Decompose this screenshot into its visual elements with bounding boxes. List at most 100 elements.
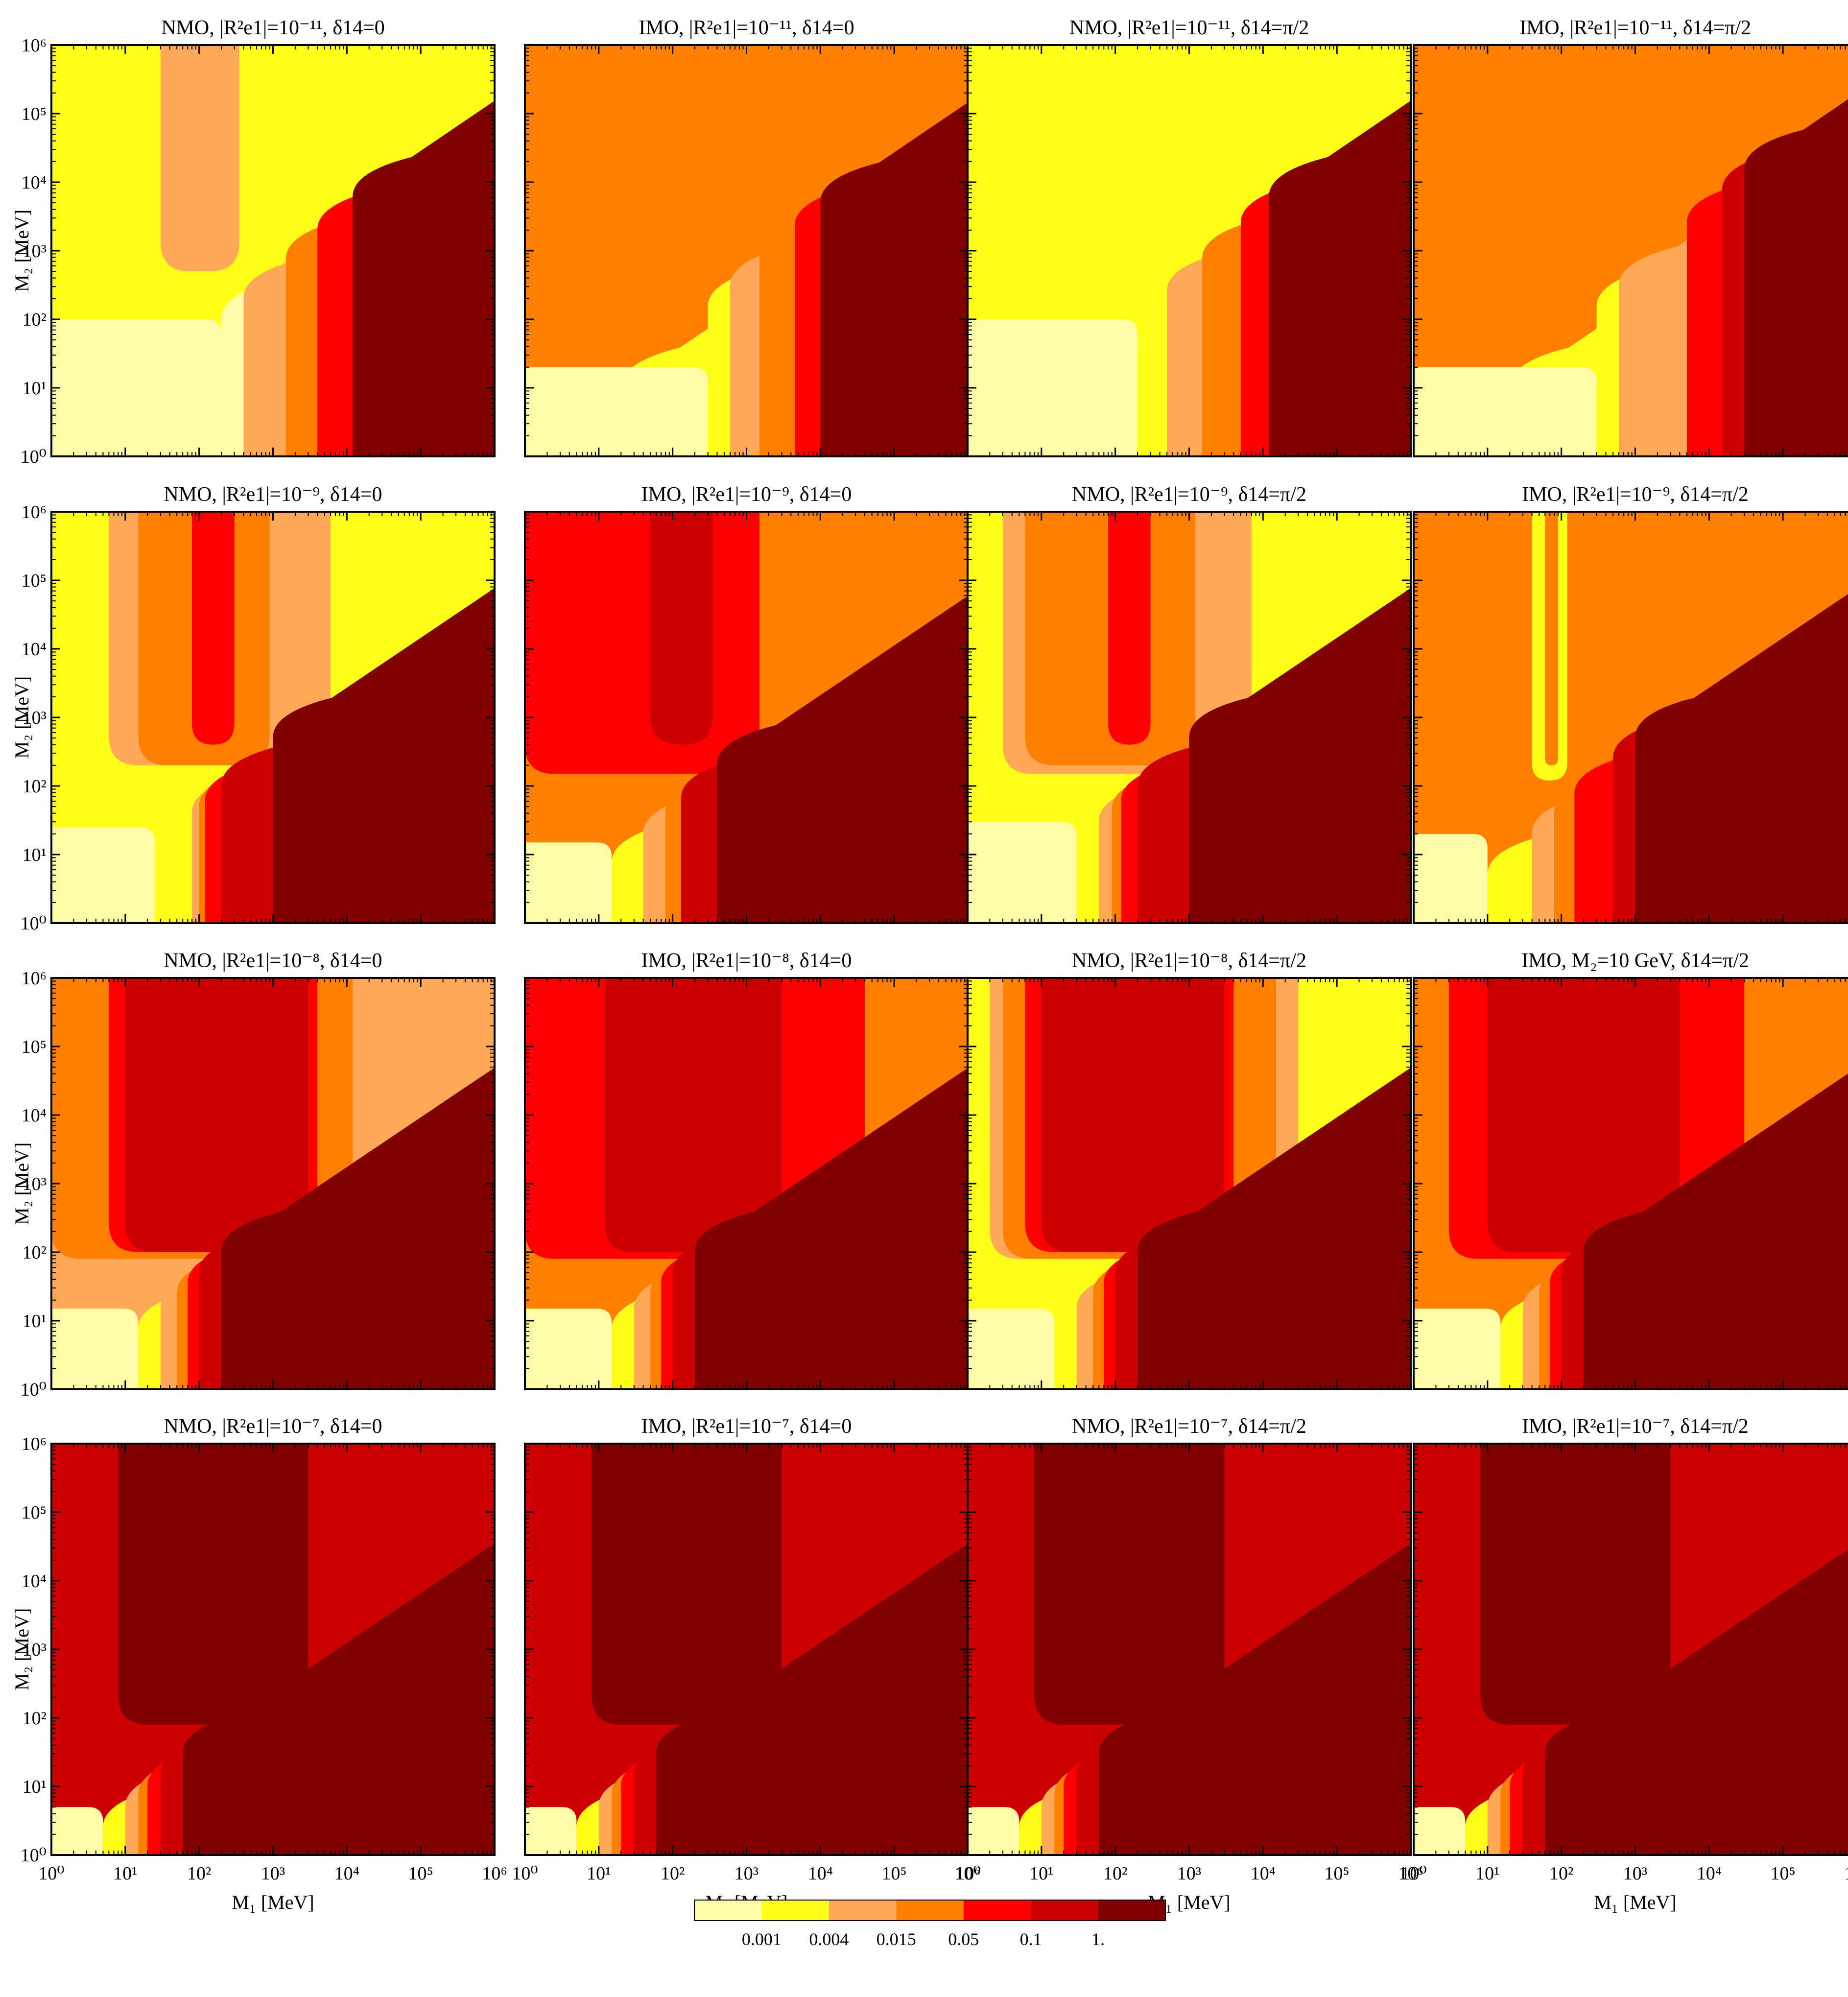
panel-title: NMO, |R²e1|=10⁻¹¹, δ14=π/2 [1069, 17, 1309, 39]
y-tick-label: 10⁰ [21, 447, 47, 467]
panel-r2c2: IMO, |R²e1|=10⁻⁹, δ14=0 [524, 483, 969, 924]
panel-title: NMO, |R²e1|=10⁻⁸, δ14=0 [164, 950, 382, 972]
colorbar-tick-label: 0.1 [1020, 1929, 1042, 1949]
heatmap-band [183, 1543, 495, 1855]
colorbar-swatch [761, 1900, 829, 1921]
colorbar-swatch [896, 1900, 964, 1921]
y-tick-label: 10⁴ [22, 639, 47, 660]
panel-title: NMO, |R²e1|=10⁻⁹, δ14=π/2 [1072, 483, 1306, 506]
panel-r2c3: NMO, |R²e1|=10⁻⁹, δ14=π/2 [967, 483, 1412, 924]
heatmap-corner [51, 1807, 103, 1855]
ticks [967, 511, 1412, 924]
heatmap-band [656, 1543, 968, 1855]
x-tick-label: 10² [1549, 1863, 1573, 1884]
heatmap-fill [1414, 512, 1848, 923]
colorbar-swatch [694, 1900, 762, 1921]
heatmap-fill [968, 512, 1411, 923]
y-tick-label: 10² [23, 1708, 47, 1729]
x-tick-label: 10⁶ [1844, 1863, 1848, 1884]
x-tick-label: 10⁰ [38, 1863, 64, 1884]
panel-title: IMO, |R²e1|=10⁻⁹, δ14=π/2 [1522, 483, 1749, 506]
x-tick-label: 10¹ [587, 1863, 611, 1884]
heatmap-lobe [650, 512, 713, 745]
y-tick-label: 10⁶ [22, 968, 47, 989]
heatmap-fill [968, 978, 1411, 1389]
heatmap-fill [1414, 45, 1848, 456]
x-axis-label: M₁ [MeV] [232, 1891, 314, 1913]
heatmap-corner [51, 319, 222, 456]
x-tick-label: 10² [661, 1863, 685, 1884]
x-tick-label: 10⁴ [1251, 1863, 1276, 1884]
heatmap-fill [51, 1444, 495, 1855]
heatmap-band [1099, 1543, 1411, 1855]
panel-r2c1: NMO, |R²e1|=10⁻⁹, δ14=0 10⁰ 10¹ 10² 10³ 10⁴ 10… [11, 483, 496, 934]
x-tick-label: 10² [187, 1863, 211, 1884]
heatmap-lobe [192, 512, 235, 745]
y-tick-label: 10³ [23, 1174, 47, 1194]
ticks [50, 511, 496, 924]
y-tick-label: 10⁵ [22, 1502, 47, 1523]
y-tick-label: 10⁰ [21, 913, 47, 934]
x-tick-label: 10³ [734, 1863, 758, 1884]
heatmap-corner [1414, 1308, 1501, 1389]
panel-r4c2: IMO, |R²e1|=10⁻⁷, δ14=0 10⁰ 10¹ 10² 10³ 10⁴ 10… [512, 1415, 980, 1913]
panel-r3c3: NMO, |R²e1|=10⁻⁸, δ14=π/2 [967, 950, 1412, 1390]
heatmap-band [1584, 1073, 1848, 1389]
colorbar-swatch [829, 1900, 897, 1921]
y-axis-label: M₂ [MeV] [11, 676, 33, 759]
heatmap-corner [1414, 1807, 1466, 1855]
colorbar-frame [694, 1900, 1166, 1921]
panel-r4c1: NMO, |R²e1|=10⁻⁷, δ14=0 10⁰ 10¹ 10² 10³ 10⁴ 10… [11, 1415, 507, 1913]
heatmap-fill [51, 978, 495, 1389]
heatmap-band [1137, 1068, 1411, 1389]
colorbar-tick-label: 0.001 [742, 1929, 782, 1949]
ticks [967, 977, 1412, 1390]
heatmap-lobe [604, 978, 782, 1252]
heatmap-band [273, 588, 495, 923]
heatmap-fill [525, 978, 968, 1389]
panel-title: NMO, |R²e1|=10⁻⁷, δ14=π/2 [1072, 1415, 1306, 1438]
heatmap-band [1744, 99, 1848, 456]
heatmap-fill [525, 512, 968, 923]
panel-title: NMO, |R²e1|=10⁻⁷, δ14=0 [164, 1415, 382, 1438]
colorbar-tick-label: 0.015 [877, 1929, 916, 1949]
panel-title: NMO, |R²e1|=10⁻¹¹, δ14=0 [161, 17, 385, 39]
panel-r3c2: IMO, |R²e1|=10⁻⁸, δ14=0 [524, 950, 969, 1390]
panel-title: IMO, M₂=10 GeV, δ14=π/2 [1521, 950, 1749, 972]
heatmap-corner [525, 1807, 577, 1855]
x-tick-label: 10⁴ [334, 1863, 359, 1884]
y-tick-label: 10⁴ [22, 1571, 47, 1592]
heatmap-corner [525, 1308, 612, 1389]
x-tick-label: 10⁵ [1325, 1863, 1350, 1884]
heatmap-fill [1414, 978, 1848, 1389]
heatmap-band [1269, 100, 1411, 456]
y-tick-label: 10⁴ [22, 172, 47, 193]
heatmap-lobe [125, 978, 308, 1252]
panel-r1c3: NMO, |R²e1|=10⁻¹¹, δ14=π/2 [967, 17, 1412, 457]
y-tick-label: 10² [23, 309, 47, 330]
x-tick-label: 10⁰ [954, 1863, 980, 1884]
y-tick-label: 10⁵ [22, 104, 47, 124]
y-axis-label: M₂ [MeV] [11, 1608, 33, 1690]
heatmap-fill [968, 45, 1411, 456]
x-tick-label: 10¹ [1475, 1863, 1499, 1884]
y-tick-label: 10⁶ [22, 1434, 47, 1454]
heatmap-corner [968, 319, 1138, 456]
panel-r1c2: IMO, |R²e1|=10⁻¹¹, δ14=0 [524, 17, 969, 457]
ticks [50, 1443, 496, 1856]
y-tick-label: 10¹ [23, 1311, 47, 1331]
y-tick-label: 10⁴ [22, 1105, 47, 1126]
y-tick-label: 10² [23, 1242, 47, 1263]
heatmap-lobe [1545, 512, 1558, 765]
heatmap-corner [51, 827, 155, 923]
panel-r1c1: NMO, |R²e1|=10⁻¹¹, δ14=0 10⁰ 10¹ 10² 10³ 10⁴ 1… [11, 17, 496, 467]
heatmap-lobe [160, 45, 239, 272]
colorbar-swatch [1098, 1900, 1165, 1921]
heatmap-band [1635, 594, 1848, 923]
ticks [50, 44, 496, 457]
ticks [1413, 44, 1846, 457]
ticks [50, 977, 496, 1390]
x-tick-label: 10⁴ [808, 1863, 833, 1884]
heatmap-lobe [1041, 978, 1225, 1252]
heatmap-band [1545, 1549, 1848, 1855]
